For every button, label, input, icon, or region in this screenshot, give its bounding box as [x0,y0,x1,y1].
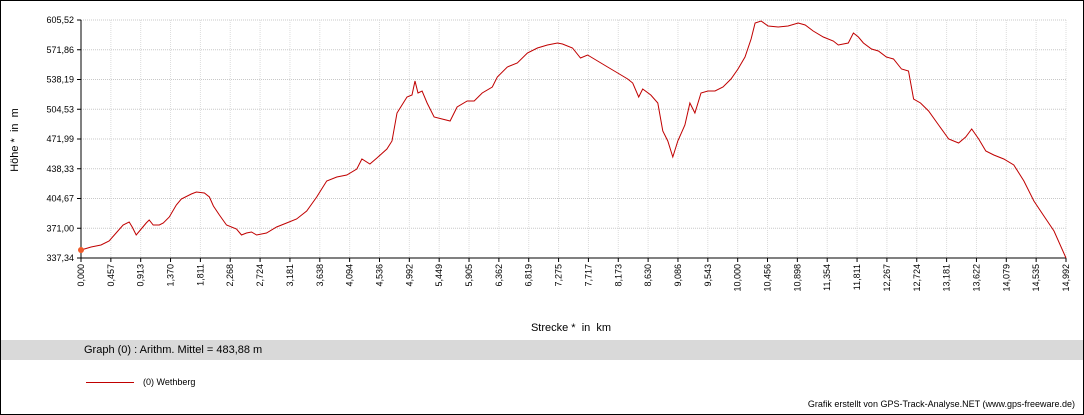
x-tick-label: 0,913 [136,264,146,287]
x-tick-label: 7,717 [583,264,593,287]
y-tick-label: 371,00 [46,223,74,233]
x-tick-label: 13,181 [942,264,952,292]
x-tick-label: 10,000 [733,264,743,292]
x-tick-label: 0,000 [76,264,86,287]
x-tick-label: 0,457 [106,264,116,287]
y-axis-label: Höhe * in m [9,108,21,172]
y-tick-label: 337,34 [46,253,74,263]
x-axis-label: Strecke * in km [530,322,612,334]
x-tick-label: 6,362 [494,264,504,287]
x-tick-label: 3,181 [285,264,295,287]
x-tick-label: 13,622 [971,264,981,292]
elevation-line [80,20,1067,259]
x-tick-label: 8,630 [643,264,653,287]
x-tick-label: 9,086 [673,264,683,287]
y-tick-label: 504,53 [46,104,74,114]
x-tick-label: 2,724 [255,264,265,287]
x-tick-label: 1,370 [166,264,176,287]
x-tick-label: 12,267 [882,264,892,292]
x-tick-label: 11,354 [822,264,832,291]
x-tick-label: 10,456 [763,264,773,292]
credit-text: Grafik erstellt von GPS-Track-Analyse.NE… [807,399,1075,409]
summary-band: Graph (0) : Arithm. Mittel = 483,88 m [1,340,1083,360]
x-tick-label: 1,811 [195,264,205,286]
x-tick-label: 5,905 [464,264,474,287]
x-tick-label: 8,173 [613,264,623,287]
x-tick-label: 10,898 [792,264,802,292]
x-tick-label: 4,536 [374,264,384,287]
x-tick-label: 3,638 [315,264,325,287]
y-tick-label: 571,86 [46,45,74,55]
mean-summary: Graph (0) : Arithm. Mittel = 483,88 m [84,344,263,356]
y-tick-label: 471,99 [46,134,74,144]
x-tick-label: 4,992 [404,264,414,287]
x-tick-label: 4,094 [345,264,355,287]
x-tick-label: 12,724 [912,264,922,292]
y-tick-label: 538,19 [46,75,74,85]
x-tick-label: 6,819 [524,264,534,287]
legend: (0) Wethberg [86,377,195,387]
start-marker [78,246,84,253]
x-tick-label: 5,449 [434,264,444,287]
x-tick-label: 7,275 [554,264,564,287]
x-tick-label: 11,811 [852,264,862,290]
x-tick-label: 9,543 [703,264,713,287]
legend-label: (0) Wethberg [143,377,196,387]
y-tick-label: 605,52 [46,15,74,25]
y-tick-label: 438,33 [46,164,74,174]
x-tick-label: 14,992 [1061,264,1071,292]
legend-line-swatch [86,381,134,383]
x-tick-label: 14,535 [1031,264,1041,292]
x-tick-label: 2,268 [225,264,235,287]
y-tick-label: 404,67 [46,194,74,204]
x-tick-label: 14,079 [1001,264,1011,292]
